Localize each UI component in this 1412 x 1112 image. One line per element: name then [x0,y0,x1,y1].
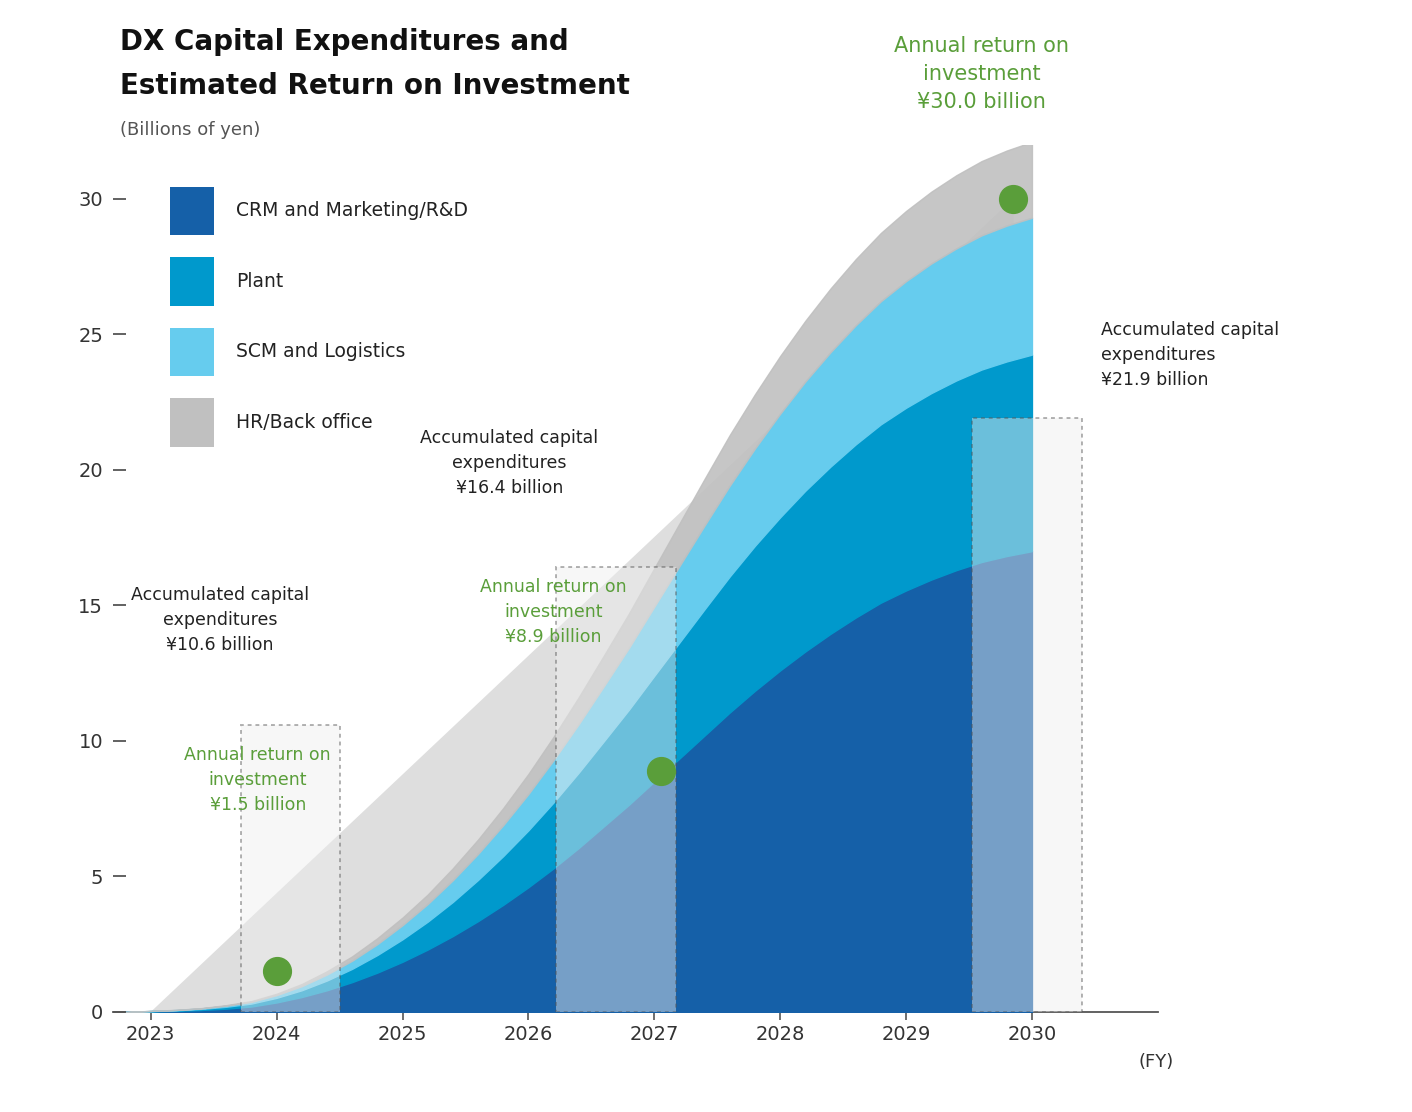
Bar [241,725,339,1012]
Text: Annual return on
investment
¥30.0 billion: Annual return on investment ¥30.0 billio… [894,37,1069,112]
Text: Annual return on
investment
¥1.5 billion: Annual return on investment ¥1.5 billion [185,746,330,814]
Text: (FY): (FY) [1139,1053,1175,1071]
Bar [971,418,1083,1012]
Text: Accumulated capital
expenditures
¥21.9 billion: Accumulated capital expenditures ¥21.9 b… [1101,320,1279,389]
Text: DX Capital Expenditures and: DX Capital Expenditures and [120,28,569,56]
Text: Accumulated capital
expenditures
¥16.4 billion: Accumulated capital expenditures ¥16.4 b… [421,429,599,497]
Polygon shape [151,199,1032,1012]
Bar [169,257,213,306]
Bar [169,187,213,236]
Text: Estimated Return on Investment: Estimated Return on Investment [120,72,630,100]
Bar [556,567,676,1012]
Text: HR/Back office: HR/Back office [236,413,373,431]
Text: Plant: Plant [236,272,284,291]
Bar [169,398,213,447]
Bar [169,328,213,376]
Text: Accumulated capital
expenditures
¥10.6 billion: Accumulated capital expenditures ¥10.6 b… [131,586,309,654]
Text: CRM and Marketing/R&D: CRM and Marketing/R&D [236,201,469,220]
Text: (Billions of yen): (Billions of yen) [120,121,260,139]
Text: SCM and Logistics: SCM and Logistics [236,342,405,361]
Text: Annual return on
investment
¥8.9 billion: Annual return on investment ¥8.9 billion [480,578,627,646]
